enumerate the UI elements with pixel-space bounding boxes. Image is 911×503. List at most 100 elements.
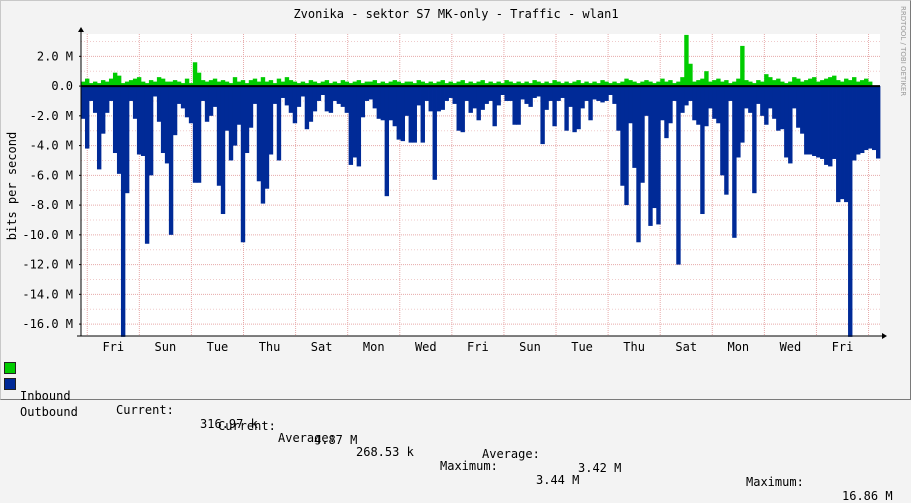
inbound-bar bbox=[796, 78, 801, 87]
inbound-bar bbox=[108, 78, 114, 87]
outbound-bar bbox=[824, 86, 829, 165]
inbound-bar bbox=[540, 83, 545, 87]
inbound-bar bbox=[492, 83, 497, 87]
outbound-bar bbox=[796, 86, 801, 128]
inbound-bar bbox=[368, 81, 374, 87]
inbound-bar bbox=[196, 72, 202, 87]
y-tick-label: -4.0 M bbox=[30, 139, 73, 153]
x-tick-label: Sun bbox=[519, 340, 541, 354]
inbound-bar bbox=[448, 81, 453, 87]
inbound-maximum-value: 3.44 M bbox=[536, 473, 580, 487]
inbound-bar bbox=[336, 83, 342, 87]
inbound-bar bbox=[556, 81, 561, 87]
outbound-bar bbox=[288, 86, 294, 113]
outbound-bar bbox=[324, 86, 330, 112]
inbound-bar bbox=[488, 81, 493, 87]
inbound-bar bbox=[268, 80, 274, 87]
outbound-bar bbox=[848, 86, 853, 337]
outbound-bar bbox=[752, 86, 757, 194]
inbound-bar bbox=[228, 83, 234, 87]
inbound-bar bbox=[524, 81, 529, 87]
outbound-bar bbox=[496, 86, 501, 106]
outbound-bar bbox=[536, 86, 541, 97]
inbound-bar bbox=[460, 80, 465, 87]
outbound-bar bbox=[168, 86, 174, 235]
outbound-bar bbox=[764, 86, 769, 125]
inbound-bar bbox=[792, 77, 797, 87]
outbound-bar bbox=[320, 86, 326, 95]
outbound-bar bbox=[652, 86, 657, 209]
outbound-bar bbox=[260, 86, 266, 204]
inbound-bar bbox=[744, 80, 749, 87]
inbound-bar bbox=[624, 78, 629, 87]
outbound-bar bbox=[588, 86, 593, 121]
y-tick-label: -16.0 M bbox=[22, 317, 73, 331]
inbound-bar bbox=[240, 80, 246, 87]
outbound-bar bbox=[296, 86, 302, 107]
outbound-bar bbox=[612, 86, 617, 104]
inbound-bar bbox=[176, 81, 182, 87]
outbound-bar bbox=[420, 86, 425, 143]
inbound-bar bbox=[224, 81, 230, 87]
outbound-bar bbox=[520, 86, 525, 100]
inbound-bar bbox=[788, 81, 793, 87]
inbound-bar bbox=[656, 81, 661, 87]
outbound-bar bbox=[284, 86, 290, 106]
outbound-bar bbox=[772, 86, 777, 119]
inbound-bar bbox=[212, 78, 218, 87]
outbound-bar bbox=[160, 86, 166, 154]
inbound-bar bbox=[96, 83, 102, 87]
inbound-bar bbox=[600, 80, 605, 87]
outbound-bar bbox=[404, 86, 409, 116]
outbound-bar bbox=[484, 86, 489, 104]
outbound-bar bbox=[172, 86, 178, 136]
inbound-bar bbox=[388, 81, 394, 87]
inbound-bar bbox=[496, 81, 501, 87]
outbound-bar bbox=[816, 86, 821, 158]
outbound-bar bbox=[464, 86, 469, 101]
inbound-bar bbox=[724, 80, 729, 87]
inbound-bar bbox=[260, 77, 266, 87]
inbound-bar bbox=[104, 81, 110, 87]
inbound-bar bbox=[672, 83, 677, 87]
inbound-bar bbox=[660, 78, 665, 87]
inbound-bar bbox=[588, 83, 593, 87]
inbound-bar bbox=[264, 81, 270, 87]
outbound-bar bbox=[548, 86, 553, 101]
y-axis-label: bits per second bbox=[5, 132, 19, 240]
inbound-bar bbox=[644, 80, 649, 87]
inbound-bar bbox=[720, 81, 725, 87]
traffic-chart: Zvonika - sektor S7 MK-only - Traffic - … bbox=[5, 6, 907, 354]
x-tick-label: Sat bbox=[311, 340, 333, 354]
inbound-bar bbox=[688, 63, 693, 87]
outbound-bar bbox=[176, 86, 182, 104]
outbound-bar bbox=[396, 86, 401, 140]
outbound-bar bbox=[220, 86, 226, 215]
inbound-bar bbox=[592, 81, 597, 87]
inbound-bar bbox=[280, 81, 286, 87]
inbound-bar bbox=[768, 77, 773, 87]
outbound-bar bbox=[444, 86, 449, 101]
inbound-bar bbox=[420, 81, 425, 87]
inbound-bar bbox=[192, 62, 198, 87]
inbound-bar bbox=[548, 83, 553, 87]
outbound-bar bbox=[808, 86, 813, 155]
y-tick-label: -6.0 M bbox=[30, 168, 73, 182]
outbound-bar bbox=[124, 86, 130, 194]
inbound-bar bbox=[412, 83, 417, 87]
outbound-bar bbox=[300, 86, 306, 97]
outbound-bar bbox=[384, 86, 390, 197]
inbound-bar bbox=[616, 83, 621, 87]
inbound-bar bbox=[752, 83, 757, 87]
inbound-bar bbox=[244, 83, 250, 87]
inbound-bar bbox=[732, 81, 737, 87]
outbound-bar bbox=[488, 86, 493, 101]
inbound-bar bbox=[516, 81, 521, 87]
outbound-bar bbox=[804, 86, 809, 155]
inbound-swatch bbox=[4, 362, 16, 374]
inbound-bar bbox=[236, 81, 242, 87]
inbound-bar bbox=[392, 80, 398, 87]
inbound-bar bbox=[120, 83, 126, 87]
outbound-bar bbox=[196, 86, 202, 183]
outbound-bar bbox=[388, 86, 394, 121]
